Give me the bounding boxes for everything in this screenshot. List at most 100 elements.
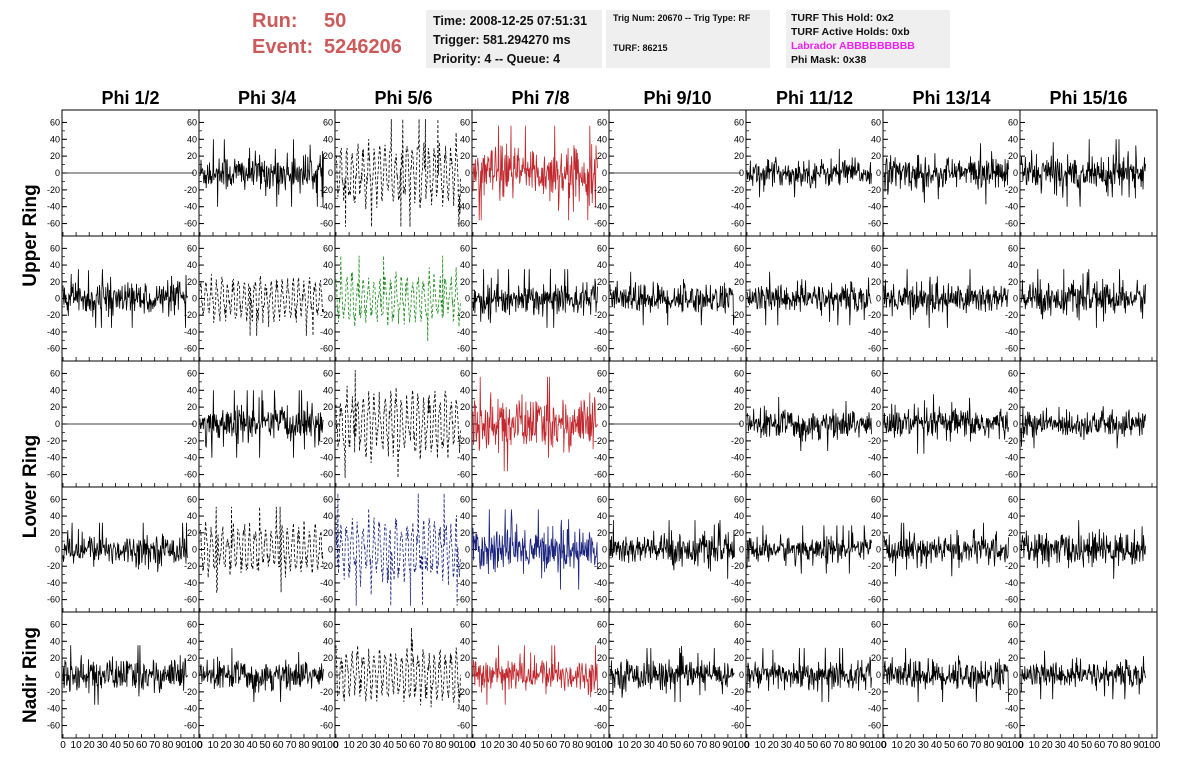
y-tick-label: 0 — [328, 670, 333, 680]
y-tick-label: -20 — [320, 185, 333, 195]
x-tick-label: 30 — [918, 740, 930, 751]
y-tick-label: -20 — [47, 561, 60, 571]
column-title-8: Phi 15/16 — [1049, 88, 1127, 108]
panel-r2-c1: 60 40 20 0 -20 -40 -60 — [47, 235, 200, 362]
turf-number-text: TURF: 86215 — [613, 43, 668, 53]
x-tick-label: 70 — [559, 740, 571, 751]
x-tick-label: 0 — [60, 740, 66, 751]
x-tick-label: 60 — [820, 740, 832, 751]
panel-r2-c4: 60 40 20 0 -20 -40 -60 — [457, 235, 610, 362]
waveform-line — [883, 647, 1009, 703]
y-tick-label: -40 — [457, 327, 470, 337]
y-tick-label: 60 — [597, 619, 607, 629]
y-tick-label: -40 — [320, 453, 333, 463]
y-tick-label: -60 — [320, 721, 333, 731]
column-title-2: Phi 3/4 — [238, 88, 296, 108]
x-tick-label: 100 — [459, 740, 476, 751]
y-tick-label: 40 — [460, 636, 470, 646]
x-tick-label: 20 — [1042, 740, 1054, 751]
y-tick-label: 60 — [734, 243, 744, 253]
y-tick-label: 20 — [1008, 277, 1018, 287]
y-tick-label: 40 — [460, 134, 470, 144]
y-tick-label: 20 — [734, 653, 744, 663]
y-tick-label: 60 — [50, 494, 60, 504]
x-tick-label: 0 — [744, 740, 750, 751]
y-tick-label: -40 — [184, 202, 197, 212]
x-tick-label: 20 — [357, 740, 369, 751]
waveform-line — [883, 143, 1009, 205]
panel-r1-c6: 60 40 20 0 -20 -40 -60 — [731, 109, 884, 237]
waveform-line — [199, 390, 324, 458]
y-tick-label: 20 — [323, 151, 333, 161]
y-tick-label: -20 — [594, 310, 607, 320]
waveform-line — [746, 647, 872, 703]
x-tick-label: 90 — [996, 740, 1008, 751]
run-value: 50 — [324, 10, 347, 32]
y-tick-label: 0 — [55, 168, 60, 178]
y-tick-label: -20 — [457, 185, 470, 195]
y-tick-label: 0 — [876, 294, 881, 304]
waveform-line — [472, 268, 598, 328]
panel-r4-c5: 60 40 20 0 -20 -40 -60 — [594, 486, 747, 613]
y-tick-label: 20 — [597, 528, 607, 538]
y-tick-label: -40 — [47, 327, 60, 337]
y-tick-label: -60 — [184, 344, 197, 354]
panel-r2-c6: 60 40 20 0 -20 -40 -60 — [731, 235, 884, 362]
x-tick-label: 0 — [470, 740, 476, 751]
panel-frame — [198, 360, 336, 488]
y-tick-label: -20 — [320, 436, 333, 446]
panel-r2-c8: 60 40 20 0 -20 -40 -60 — [1005, 235, 1158, 362]
y-tick-label: 60 — [871, 243, 881, 253]
event-value: 5246206 — [324, 36, 402, 58]
waveform-line — [746, 525, 872, 574]
x-tick-label: 90 — [448, 740, 460, 751]
y-tick-label: -20 — [184, 185, 197, 195]
y-tick-label: -60 — [320, 470, 333, 480]
y-tick-label: -40 — [731, 327, 744, 337]
y-tick-label: 20 — [187, 653, 197, 663]
x-tick-label: 50 — [1081, 740, 1093, 751]
x-tick-label: 30 — [97, 740, 109, 751]
y-tick-label: 0 — [55, 419, 60, 429]
y-tick-label: 60 — [734, 368, 744, 378]
waveform-line — [199, 647, 324, 703]
y-tick-label: 0 — [465, 168, 470, 178]
x-tick-label: 40 — [1068, 740, 1080, 751]
y-tick-label: 20 — [734, 528, 744, 538]
y-tick-label: 40 — [734, 636, 744, 646]
y-tick-label: -60 — [457, 219, 470, 229]
y-tick-label: 20 — [323, 528, 333, 538]
panel-frame — [334, 486, 473, 613]
y-tick-label: -20 — [594, 561, 607, 571]
panel-r3-c7: 60 40 20 0 -20 -40 -60 — [868, 360, 1021, 488]
y-tick-label: -20 — [1005, 561, 1018, 571]
y-tick-label: 40 — [187, 511, 197, 521]
x-tick-label: 40 — [794, 740, 806, 751]
y-tick-label: 20 — [323, 653, 333, 663]
y-tick-label: 60 — [871, 619, 881, 629]
y-tick-label: 0 — [876, 419, 881, 429]
y-tick-label: 40 — [323, 260, 333, 270]
panel-r3-c2: 60 40 20 0 -20 -40 -60 — [184, 360, 336, 488]
y-tick-label: 60 — [460, 619, 470, 629]
y-tick-label: -20 — [457, 561, 470, 571]
turf-active-holds-text: TURF Active Holds: 0xb — [791, 26, 910, 38]
y-tick-label: 0 — [1013, 419, 1018, 429]
column-title-6: Phi 11/12 — [776, 88, 853, 108]
y-tick-label: -20 — [868, 561, 881, 571]
y-tick-label: 60 — [597, 494, 607, 504]
panel-r1-c4: 60 40 20 0 -20 -40 -60 — [457, 109, 610, 237]
x-tick-label: 50 — [670, 740, 682, 751]
y-tick-label: -60 — [320, 344, 333, 354]
y-tick-label: -60 — [1005, 595, 1018, 605]
x-tick-label: 70 — [422, 740, 434, 751]
y-tick-label: 40 — [460, 511, 470, 521]
y-tick-label: -20 — [1005, 310, 1018, 320]
y-tick-label: 20 — [50, 402, 60, 412]
y-tick-label: 0 — [602, 670, 607, 680]
x-tick-label: 100 — [596, 740, 613, 751]
y-tick-label: -40 — [594, 704, 607, 714]
waveform-line — [883, 522, 1009, 577]
y-tick-label: -40 — [731, 202, 744, 212]
y-tick-label: 0 — [1013, 294, 1018, 304]
